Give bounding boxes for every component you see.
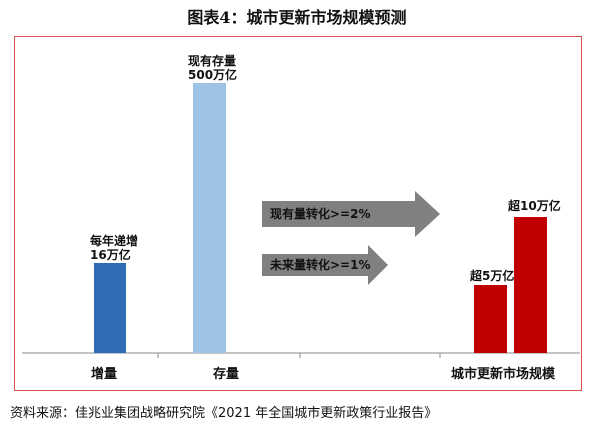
bar-label-market-5: 超5万亿 [469,268,514,283]
bar-market-10 [514,217,547,353]
category-label-market: 城市更新市场规模 [451,366,556,382]
chart-title: 图表4：城市更新市场规模预测 [187,8,407,27]
bar-label-market-10: 超10万亿 [507,198,561,213]
arrow-future-conversion [262,245,388,285]
bar-label-increment-line2: 16万亿 [90,247,131,262]
bar-label-stock-line2: 500万亿 [188,67,237,82]
bar-stock [193,83,226,353]
category-label-stock: 存量 [213,366,239,382]
bar-label-increment-line1: 每年递增 [90,233,138,248]
bar-market-5 [474,285,507,353]
arrow-existing-conversion [262,191,440,237]
category-label-increment: 增量 [91,366,117,382]
arrow-future-conversion-label: 未来量转化>=1% [269,257,370,272]
bar-label-stock-line1: 现有存量 [188,53,236,68]
arrow-existing-conversion-label: 现有量转化>=2% [270,206,370,221]
chart-frame [14,36,582,391]
source-note: 资料来源：佳兆业集团战略研究院《2021 年全国城市更新政策行业报告》 [10,406,438,421]
bar-increment [94,263,126,353]
